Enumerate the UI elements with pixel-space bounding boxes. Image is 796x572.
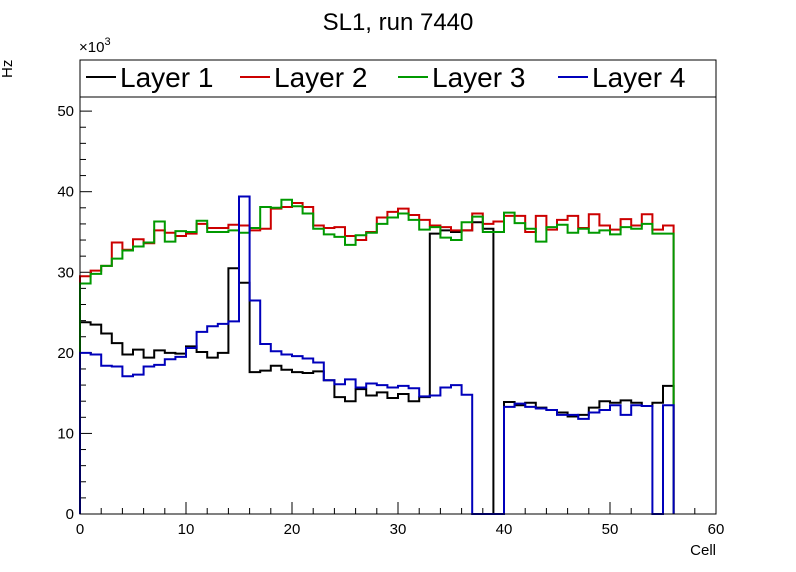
y-multiplier: ×103 bbox=[79, 36, 111, 56]
series-layer-4 bbox=[79, 195, 675, 515]
series-layer-3 bbox=[79, 198, 675, 514]
y-axis-label: Hz bbox=[0, 60, 16, 78]
y-multiplier-exponent: 3 bbox=[104, 36, 110, 48]
y-multiplier-base: ×10 bbox=[79, 39, 104, 56]
legend-label-layer-3: Layer 3 bbox=[432, 62, 525, 93]
x-tick-label: 60 bbox=[708, 521, 725, 538]
legend: Layer 1 Layer 2 Layer 3 Layer 4 bbox=[79, 59, 717, 98]
y-tick-label: 40 bbox=[57, 184, 74, 201]
legend-box bbox=[79, 59, 717, 98]
x-tick-label: 40 bbox=[496, 521, 513, 538]
y-tick-label: 50 bbox=[57, 103, 74, 120]
y-tick-label: 30 bbox=[57, 264, 74, 281]
legend-label-layer-4: Layer 4 bbox=[592, 62, 685, 93]
y-tick-label: 0 bbox=[66, 506, 74, 523]
y-tick-label: 10 bbox=[57, 425, 74, 442]
legend-entries: Layer 1 Layer 2 Layer 3 Layer 4 bbox=[86, 62, 685, 93]
axis-ticks: 0 10 20 30 40 50 60 0 10 20 30 40 50 bbox=[57, 94, 725, 538]
x-tick-label: 0 bbox=[76, 521, 84, 538]
chart-title: SL1, run 7440 bbox=[323, 9, 474, 36]
x-axis-label: Cell bbox=[690, 542, 716, 559]
legend-label-layer-2: Layer 2 bbox=[274, 62, 367, 93]
x-tick-label: 50 bbox=[602, 521, 619, 538]
x-tick-label: 30 bbox=[390, 521, 407, 538]
legend-label-layer-1: Layer 1 bbox=[120, 62, 213, 93]
x-tick-label: 20 bbox=[284, 521, 301, 538]
histogram-series bbox=[79, 195, 675, 515]
y-tick-label: 20 bbox=[57, 345, 74, 362]
x-tick-label: 10 bbox=[178, 521, 195, 538]
